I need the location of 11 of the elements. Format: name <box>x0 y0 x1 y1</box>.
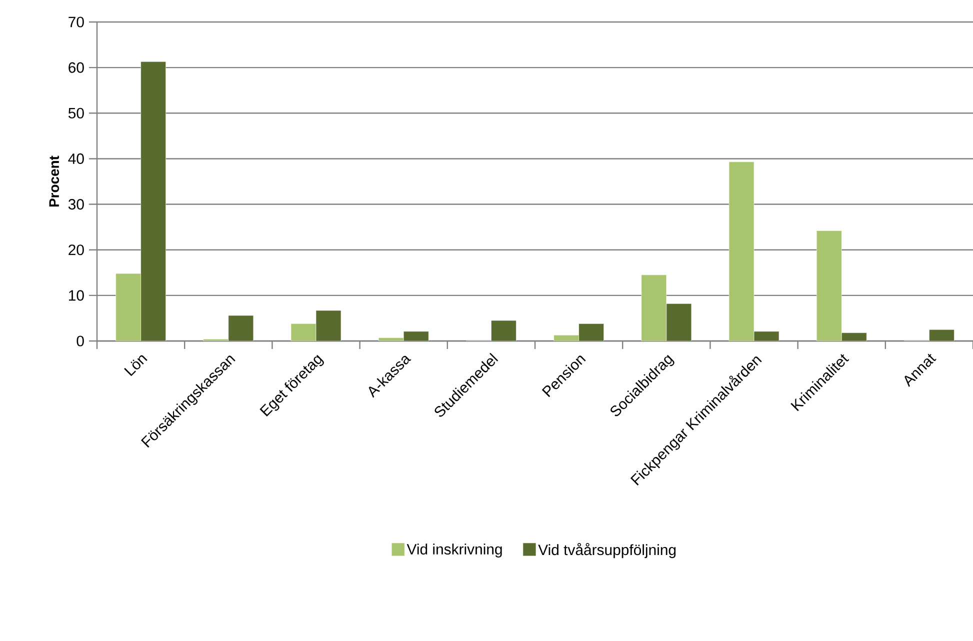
y-tick-label: 50 <box>68 108 84 118</box>
y-tick-label: 10 <box>69 290 84 301</box>
y-tick-label: 30 <box>68 198 84 210</box>
legend-label: Vid tvåårsuppföljning <box>538 542 676 558</box>
y-tick-label: 70 <box>68 16 84 28</box>
y-tick-label: 60 <box>68 62 84 73</box>
y-axis-title: Procent <box>49 156 60 207</box>
y-tick-label: 0 <box>76 336 84 346</box>
y-tick-label: 40 <box>68 153 84 164</box>
y-tick-label: 20 <box>68 244 84 256</box>
legend-label: Vid inskrivning <box>406 544 502 558</box>
